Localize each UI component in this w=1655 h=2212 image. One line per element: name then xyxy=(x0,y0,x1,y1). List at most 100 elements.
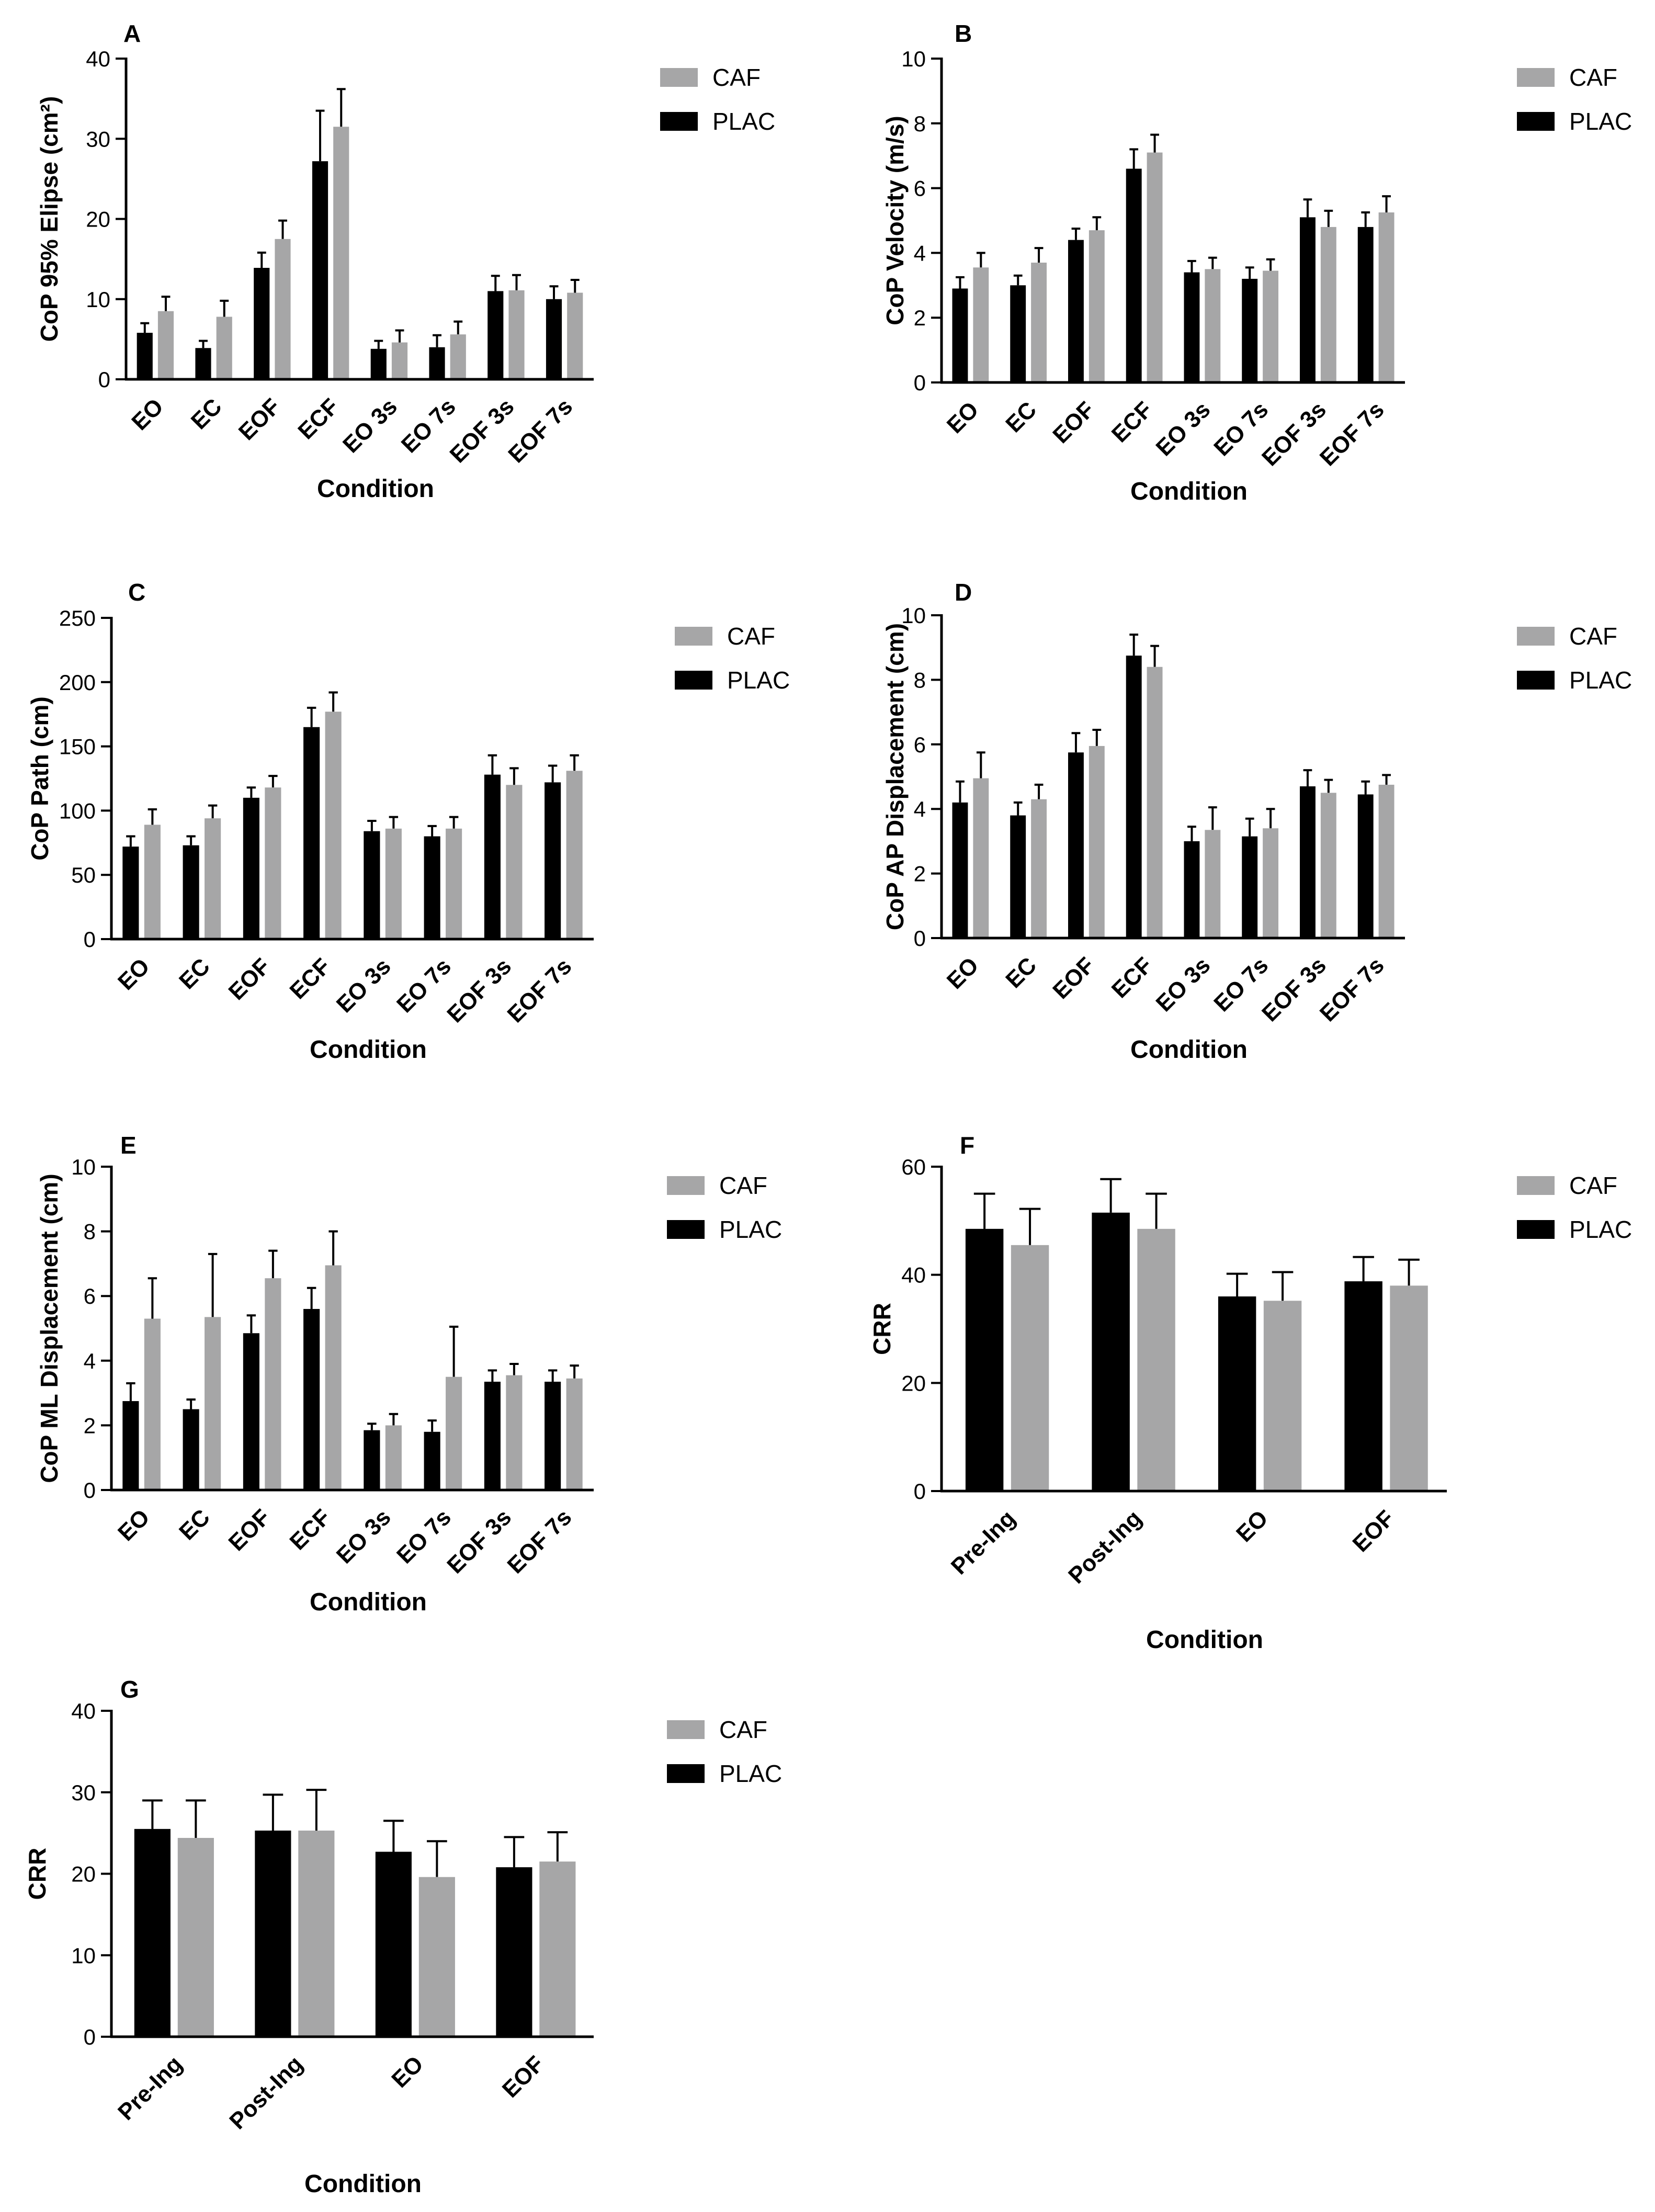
plac-bar xyxy=(546,299,562,379)
caf-bar xyxy=(1378,212,1395,382)
caf-bar xyxy=(216,317,232,379)
caf-bar xyxy=(1089,230,1105,382)
plac-bar xyxy=(1184,841,1200,938)
y-tick-label: 4 xyxy=(914,797,926,821)
caf-bar xyxy=(205,1317,221,1490)
y-tick-label: 6 xyxy=(84,1284,96,1308)
y-tick-label: 0 xyxy=(84,927,96,952)
y-axis-title: CoP AP Displacement (cm) xyxy=(881,623,909,930)
x-tick-label: ECF xyxy=(1107,397,1158,447)
plac-bar xyxy=(484,1381,501,1490)
plac-bar xyxy=(1299,217,1316,382)
x-tick-label: EC xyxy=(174,1504,215,1545)
plac-bar xyxy=(1242,278,1258,382)
panel-label: B xyxy=(955,20,972,47)
y-tick-label: 20 xyxy=(71,1862,96,1887)
plac-bar xyxy=(1126,168,1142,382)
plac-bar xyxy=(364,831,380,939)
plac-bar xyxy=(1299,786,1316,938)
plac-bar xyxy=(370,348,387,379)
plac-bar xyxy=(1068,752,1084,938)
y-tick-label: 4 xyxy=(914,241,926,265)
legend-plac-label: PLAC xyxy=(1569,667,1632,694)
x-axis-title: Condition xyxy=(317,475,434,503)
caf-bar xyxy=(385,1425,402,1490)
plac-bar xyxy=(122,847,139,939)
y-axis-title: CoP 95% Elipse (cm²) xyxy=(36,96,63,342)
legend-plac-swatch xyxy=(1517,1220,1555,1239)
caf-bar xyxy=(205,818,221,939)
x-tick-label: EOF xyxy=(1048,397,1099,448)
y-tick-label: 8 xyxy=(84,1220,96,1244)
legend: CAF PLAC xyxy=(667,1716,782,1787)
y-tick-label: 30 xyxy=(86,127,110,151)
x-axis-title: Condition xyxy=(1146,1626,1263,1654)
plac-bar xyxy=(375,1852,412,2037)
plac-bar xyxy=(429,347,445,379)
caf-bar xyxy=(177,1837,214,2037)
legend-plac-swatch xyxy=(667,1764,705,1783)
legend-caf-label: CAF xyxy=(1569,623,1617,650)
legend-plac-label: PLAC xyxy=(727,667,790,694)
plac-bar xyxy=(183,845,199,939)
plac-bar xyxy=(488,291,504,379)
chart-panel-a: A 0 10 20 30 40 CoP 95% Elipse (cm²) EO EC EOF ECF… xyxy=(36,20,775,503)
x-tick-label: EO xyxy=(113,1504,155,1546)
chart-panel-g: G 0 10 20 30 40 CRR Pre-Ing Post-Ing EO EOF Conditi… xyxy=(24,1676,782,2198)
y-tick-label: 200 xyxy=(59,670,96,695)
plac-bar xyxy=(364,1430,380,1490)
y-tick-label: 10 xyxy=(86,287,110,312)
legend-plac-swatch xyxy=(667,1220,705,1239)
legend: CAF PLAC xyxy=(1517,623,1632,694)
plac-bar xyxy=(122,1401,139,1490)
x-tick-label: EOF 3s xyxy=(445,393,519,468)
x-tick-label: EOF xyxy=(234,393,286,445)
x-tick-label: EOF 7s xyxy=(1315,952,1389,1026)
x-tick-label: EOF xyxy=(1348,1505,1400,1557)
x-tick-label: EO xyxy=(1231,1505,1273,1547)
plac-bar xyxy=(424,1431,440,1490)
y-tick-label: 10 xyxy=(71,1943,96,1968)
x-tick-label: EO xyxy=(127,393,168,435)
y-tick-label: 10 xyxy=(901,47,926,71)
caf-bar xyxy=(1320,227,1336,382)
panel-label: E xyxy=(120,1132,137,1159)
caf-bar xyxy=(1320,793,1336,938)
plac-bar xyxy=(183,1409,199,1490)
x-axis-title: Condition xyxy=(1130,1036,1248,1064)
plac-bar xyxy=(1010,285,1026,382)
caf-bar xyxy=(450,334,466,379)
caf-bar xyxy=(391,342,408,379)
x-tick-label: EO xyxy=(942,952,984,994)
x-tick-label: EOF xyxy=(497,2051,549,2103)
plac-bar xyxy=(952,288,968,382)
y-tick-label: 0 xyxy=(914,370,926,395)
y-tick-label: 2 xyxy=(914,306,926,330)
caf-bar xyxy=(157,311,174,379)
caf-bar xyxy=(567,292,583,379)
plac-bar xyxy=(137,333,153,379)
plac-bar xyxy=(952,802,968,938)
x-tick-label: EO 3s xyxy=(332,1504,396,1568)
x-tick-label: EOF 3s xyxy=(442,953,516,1028)
legend-plac-label: PLAC xyxy=(1569,108,1632,135)
panel-label: D xyxy=(955,579,972,606)
y-tick-label: 40 xyxy=(901,1263,926,1288)
caf-bar xyxy=(144,1318,161,1490)
x-tick-label: ECF xyxy=(1107,952,1158,1003)
legend-caf-label: CAF xyxy=(727,623,775,650)
y-axis-title: CRR xyxy=(24,1848,51,1900)
caf-bar xyxy=(446,828,462,939)
caf-bar xyxy=(1263,270,1279,382)
x-tick-label: EOF 7s xyxy=(503,1504,577,1578)
plac-bar xyxy=(303,1308,320,1490)
x-axis-title: Condition xyxy=(304,2170,422,2198)
caf-bar xyxy=(973,778,989,938)
x-tick-label: ECF xyxy=(285,953,336,1004)
x-tick-label: EOF 3s xyxy=(442,1504,516,1578)
legend: CAF PLAC xyxy=(667,1172,782,1243)
